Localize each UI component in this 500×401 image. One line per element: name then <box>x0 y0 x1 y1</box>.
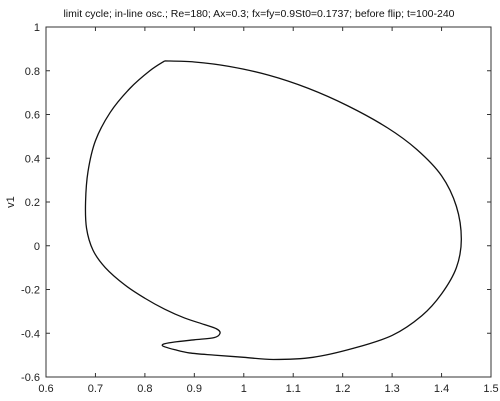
y-tick-label: -0.6 <box>21 372 40 384</box>
series-layer <box>84 60 462 361</box>
y-tick-label: 0.8 <box>25 66 40 78</box>
y-tick-label: -0.4 <box>21 328 40 340</box>
x-tick-label: 0.9 <box>187 383 202 395</box>
y-axis-ticks: -0.6 -0.4 -0.2 0 0.2 0.4 0.6 0.8 1 <box>21 22 491 384</box>
x-tick-label: 1 <box>241 383 247 395</box>
x-tick-label: 0.6 <box>38 383 53 395</box>
chart-title: limit cycle; in-line osc.; Re=180; Ax=0.… <box>63 8 454 20</box>
x-tick-label: 0.8 <box>137 383 152 395</box>
x-tick-label: 1.1 <box>286 383 301 395</box>
x-tick-label: 1.2 <box>335 383 350 395</box>
y-tick-label: 0.2 <box>25 197 40 209</box>
x-tick-label: 1.4 <box>434 383 449 395</box>
y-tick-label: 0.4 <box>25 153 40 165</box>
y-axis-label: v1 <box>5 196 17 208</box>
x-tick-label: 1.5 <box>483 383 498 395</box>
limit-cycle-curve <box>84 60 462 361</box>
x-tick-label: 1.3 <box>384 383 399 395</box>
y-tick-label: 0.6 <box>25 110 40 122</box>
y-tick-label: 1 <box>34 22 40 34</box>
x-axis-ticks: 0.6 0.7 0.8 0.9 1 1.1 1.2 1.3 1.4 1.5 <box>38 27 499 395</box>
x-tick-label: 0.7 <box>88 383 103 395</box>
y-tick-label: -0.2 <box>21 285 40 297</box>
y-tick-label: 0 <box>34 241 40 253</box>
plot-frame <box>45 26 492 378</box>
